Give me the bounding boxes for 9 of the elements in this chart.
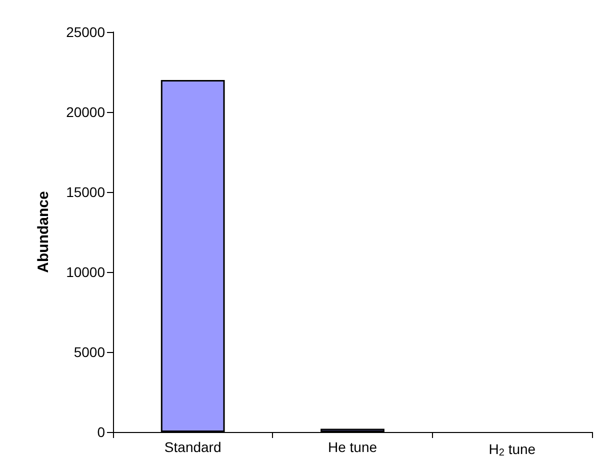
- x-tick-label: He tune: [328, 439, 378, 455]
- y-tick-label: 10000: [66, 264, 106, 280]
- y-axis-title: Abundance: [35, 191, 52, 273]
- y-tick-label: 25000: [66, 24, 106, 40]
- y-tick-label: 20000: [66, 104, 106, 120]
- y-tick-label: 5000: [74, 344, 106, 360]
- x-tick-label: Standard: [164, 439, 222, 455]
- y-tick-label: 0: [97, 424, 106, 440]
- y-tick-label: 15000: [66, 184, 106, 200]
